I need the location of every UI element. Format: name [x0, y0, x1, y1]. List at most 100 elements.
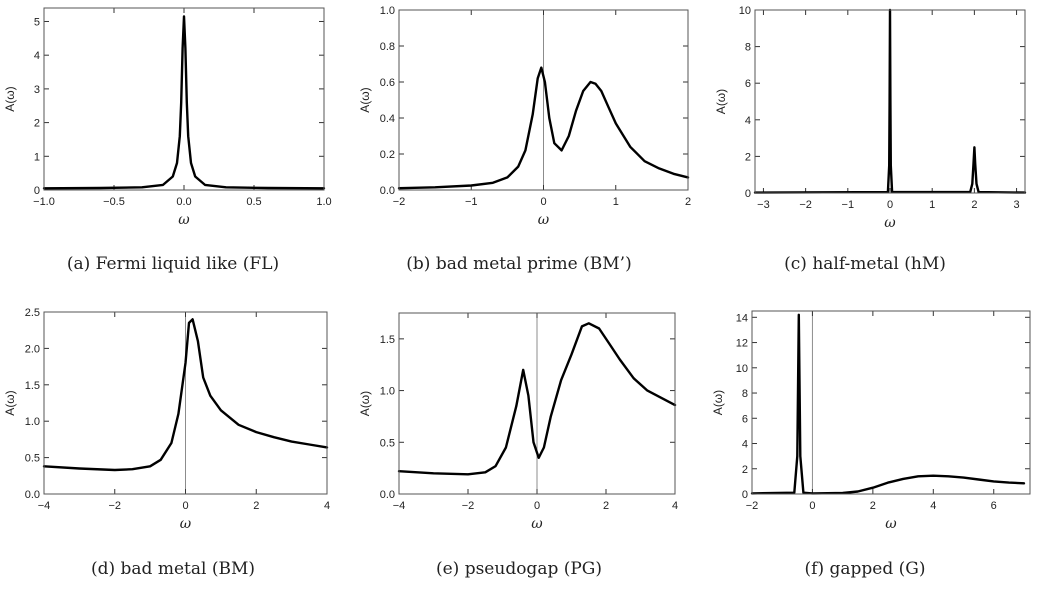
y-tick-label: 4: [742, 439, 748, 451]
x-axis-label: ω: [178, 212, 190, 228]
y-tick-label: 3: [34, 84, 40, 96]
y-tick-label: 6: [742, 413, 748, 425]
chart-panel-3: −4 −2 0 2 4 0.0 0.5 1.0 1.5 2.0 2.5 ω A(ω): [3, 307, 330, 532]
series-line-0: [42, 15, 326, 190]
y-tick-label: 14: [736, 312, 748, 324]
y-axis-label: A(ω): [714, 89, 728, 114]
series-line-0: [397, 322, 677, 476]
x-tick-label: 0: [540, 196, 546, 208]
x-tick-label: 4: [672, 500, 678, 512]
series-line-0: [42, 318, 329, 472]
y-tick-label: 2.0: [25, 343, 40, 355]
plot-frame: [751, 310, 1031, 495]
x-tick-label: −2: [462, 500, 475, 512]
x-tick-label: 2: [870, 500, 876, 512]
y-tick-label: 0.4: [380, 113, 395, 125]
y-tick-label: 1.5: [25, 380, 40, 392]
y-tick-label: 0.6: [380, 77, 395, 89]
plot-frame: [754, 9, 1026, 194]
y-tick-label: 5: [34, 16, 40, 28]
x-tick-label: 4: [930, 500, 936, 512]
y-tick-label: 0.5: [25, 453, 40, 465]
y-tick-label: 2: [742, 464, 748, 476]
series-line-0: [750, 313, 1026, 495]
caption-d: (d) bad metal (BM): [90, 559, 255, 579]
chart-panel-1: −2 −1 0 1 2 0.0 0.2 0.4 0.6 0.8 1.0 ω A(ω): [358, 5, 691, 228]
y-tick-label: 1.0: [380, 386, 395, 398]
y-tick-label: 8: [745, 42, 751, 54]
caption-c: (c) half-metal (hM): [784, 254, 946, 274]
x-axis-label: ω: [885, 516, 897, 532]
series-line-0: [753, 8, 1027, 194]
y-axis-label: A(ω): [358, 391, 372, 416]
x-tick-label: −3: [757, 199, 770, 211]
x-tick-label: 1: [929, 199, 935, 211]
x-tick-label: 2: [685, 196, 691, 208]
y-axis-label: A(ω): [711, 390, 725, 415]
y-tick-label: 0.2: [380, 149, 395, 161]
y-tick-label: 0.0: [380, 185, 395, 197]
y-tick-label: 2: [34, 118, 40, 130]
y-tick-label: 1.0: [380, 5, 395, 17]
x-tick-label: 0.5: [246, 196, 261, 208]
x-tick-label: −2: [393, 196, 406, 208]
plot-frame: [43, 311, 328, 495]
caption-f: (f) gapped (G): [804, 559, 926, 579]
x-tick-label: 0: [887, 199, 893, 211]
y-tick-label: 0: [34, 185, 40, 197]
x-tick-label: −2: [108, 500, 121, 512]
y-axis-label: A(ω): [3, 390, 17, 415]
caption-a: (a) Fermi liquid like (FL): [66, 254, 280, 274]
x-tick-label: 1: [613, 196, 619, 208]
x-axis-label: ω: [180, 516, 192, 532]
x-axis-label: ω: [531, 516, 543, 532]
y-axis-label: A(ω): [3, 86, 17, 111]
x-axis-label: ω: [538, 212, 550, 228]
x-tick-label: −2: [799, 199, 812, 211]
x-tick-label: −1.0: [33, 196, 55, 208]
y-tick-label: 1.5: [380, 334, 395, 346]
y-tick-label: 2.5: [25, 307, 40, 319]
x-tick-label: 1.0: [316, 196, 331, 208]
x-tick-label: −2: [746, 500, 759, 512]
x-tick-label: 6: [991, 500, 997, 512]
x-tick-label: 0: [182, 500, 188, 512]
y-tick-label: 2: [745, 151, 751, 163]
y-tick-label: 10: [736, 363, 748, 375]
x-tick-label: 2: [253, 500, 259, 512]
x-axis-label: ω: [884, 215, 896, 231]
x-tick-label: 2: [603, 500, 609, 512]
x-tick-label: −4: [38, 500, 51, 512]
y-tick-label: 1: [34, 151, 40, 163]
plot-frame: [398, 312, 676, 495]
y-tick-label: 4: [745, 115, 751, 127]
plot-frame: [398, 9, 689, 191]
series-line-0: [397, 66, 690, 190]
caption-b: (b) bad metal prime (BM’): [406, 254, 632, 274]
y-tick-label: 6: [745, 78, 751, 90]
x-tick-label: −1: [842, 199, 855, 211]
y-tick-label: 0.0: [25, 489, 40, 501]
chart-panel-4: −4 −2 0 2 4 0.0 0.5 1.0 1.5 ω A(ω): [358, 312, 678, 532]
y-axis-label: A(ω): [358, 87, 372, 112]
x-tick-label: −1: [465, 196, 478, 208]
x-tick-label: 0.0: [176, 196, 191, 208]
y-tick-label: 0.0: [380, 489, 395, 501]
x-tick-label: 3: [1014, 199, 1020, 211]
plot-frame: [43, 7, 325, 191]
chart-panel-0: −1.0 −0.5 0.0 0.5 1.0 0 1 2 3 4 5 ω A(ω): [3, 7, 332, 228]
y-tick-label: 4: [34, 50, 40, 62]
x-tick-label: −0.5: [103, 196, 125, 208]
y-tick-label: 0.5: [380, 437, 395, 449]
x-tick-label: 0: [809, 500, 815, 512]
y-tick-label: 0.8: [380, 41, 395, 53]
caption-e: (e) pseudogap (PG): [435, 559, 603, 579]
x-tick-label: 2: [971, 199, 977, 211]
y-tick-label: 12: [736, 338, 748, 350]
y-tick-label: 0: [742, 489, 748, 501]
y-tick-label: 10: [739, 5, 751, 17]
y-tick-label: 0: [745, 188, 751, 200]
x-tick-label: −4: [393, 500, 406, 512]
